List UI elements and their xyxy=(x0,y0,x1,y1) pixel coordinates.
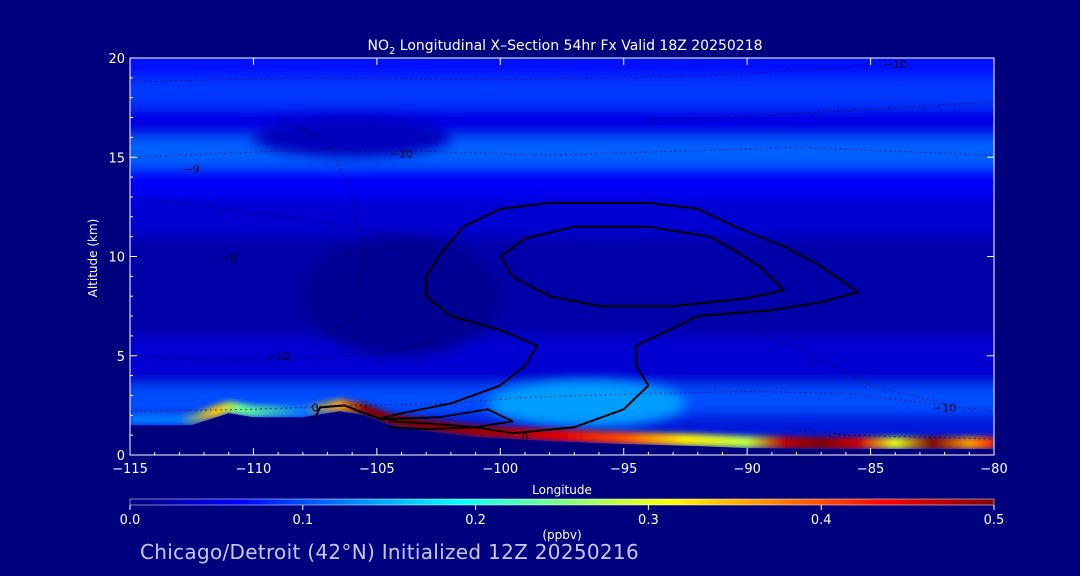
x-tick-label: −95 xyxy=(610,462,637,477)
x-axis-label: Longitude xyxy=(532,483,592,497)
surface-layer-band xyxy=(130,399,994,449)
y-tick-label: 20 xyxy=(108,52,125,67)
contour-dashed-8 xyxy=(784,426,994,440)
chart-title-rest: Longitudinal X–Section 54hr Fx Valid 18Z… xyxy=(395,38,762,54)
concentration-blob-0 xyxy=(487,379,686,428)
y-tick-label: 5 xyxy=(117,350,125,365)
contour-lines xyxy=(130,58,994,440)
y-axis-label: Altitude (km) xyxy=(86,219,100,298)
contour-label: −9 xyxy=(184,163,200,176)
concentration-layers xyxy=(130,58,994,416)
x-tick-label: −100 xyxy=(482,462,518,477)
y-tick-label: 10 xyxy=(108,251,125,266)
colorbar-label: (ppbv) xyxy=(542,528,581,542)
surface-layer xyxy=(130,399,994,455)
contour-label: 0 xyxy=(521,431,528,444)
contour-dashed-2 xyxy=(130,331,439,361)
colorbar-tick-label: 0.0 xyxy=(120,513,141,528)
y-tick-label: 0 xyxy=(117,449,125,464)
contour-dashed-6 xyxy=(277,117,365,353)
chart-title-prefix: NO xyxy=(367,38,389,54)
concentration-layer-1 xyxy=(130,77,994,108)
contour-solid-1 xyxy=(389,201,860,435)
chart-title-subscript: 2 xyxy=(389,46,395,57)
contour-dashed-5 xyxy=(648,101,994,122)
concentration-layer-7 xyxy=(130,335,994,386)
y-tick-label: 15 xyxy=(108,151,125,166)
x-tick-label: −80 xyxy=(980,462,1007,477)
colorbar-tick-label: 0.1 xyxy=(292,513,313,528)
contour-dashed-7 xyxy=(746,325,945,404)
colorbar-gradient xyxy=(129,498,995,506)
concentration-blobs xyxy=(253,117,686,428)
colorbar: 0.0 0.1 0.2 0.3 0.4 0.5 xyxy=(120,498,1005,528)
chart-title: NO2 Longitudinal X–Section 54hr Fx Valid… xyxy=(367,38,762,57)
colorbar-tick-label: 0.3 xyxy=(638,513,659,528)
contour-dashed-0 xyxy=(130,146,994,158)
x-tick-label: −115 xyxy=(112,462,148,477)
concentration-layer-2 xyxy=(130,107,994,138)
plot-area: −10 −10 −9 −9 −10 0 0 −10 xyxy=(130,58,994,455)
contour-label: −10 xyxy=(267,350,290,363)
contour-label: −10 xyxy=(884,58,907,71)
contour-label: −10 xyxy=(933,401,956,414)
concentration-layer-4 xyxy=(130,167,994,197)
x-tick-label: −85 xyxy=(857,462,884,477)
contour-labels: −10 −10 −9 −9 −10 0 0 −10 xyxy=(184,58,957,444)
contour-label: 0 xyxy=(312,401,319,414)
colorbar-tick-label: 0.5 xyxy=(984,513,1005,528)
footer-caption: Chicago/Detroit (42°N) Initialized 12Z 2… xyxy=(140,540,639,564)
x-tick-label: −110 xyxy=(236,462,272,477)
concentration-blob-2 xyxy=(302,236,501,356)
concentration-blob-1 xyxy=(253,117,451,158)
colorbar-tick-label: 0.2 xyxy=(465,513,486,528)
x-tick-label: −90 xyxy=(733,462,760,477)
contour-label: −10 xyxy=(390,147,413,160)
colorbar-tick-label: 0.4 xyxy=(811,513,832,528)
concentration-layer-3 xyxy=(130,137,994,168)
contour-solid-2 xyxy=(499,225,786,308)
concentration-layer-6 xyxy=(130,236,994,336)
contour-solid-0 xyxy=(376,255,539,421)
contour-label: −9 xyxy=(221,252,237,265)
contour-dashed-3 xyxy=(130,391,994,412)
x-tick-label: −105 xyxy=(359,462,395,477)
concentration-layer-0 xyxy=(130,58,994,78)
terrain xyxy=(130,411,994,455)
